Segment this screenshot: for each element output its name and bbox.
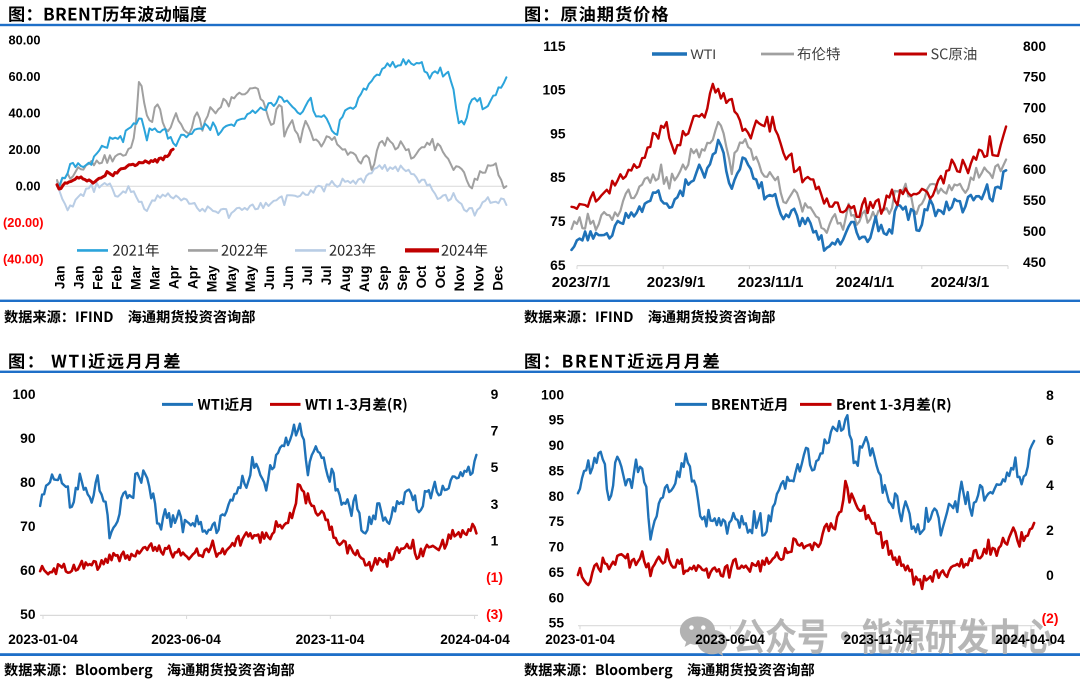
svg-text:2023/7/1: 2023/7/1 bbox=[552, 274, 610, 291]
svg-text:800: 800 bbox=[1023, 39, 1046, 54]
svg-text:65: 65 bbox=[550, 258, 566, 273]
svg-text:80: 80 bbox=[20, 475, 36, 490]
svg-text:2023/9/1: 2023/9/1 bbox=[647, 274, 705, 291]
svg-text:80.00: 80.00 bbox=[8, 32, 40, 47]
svg-text:4: 4 bbox=[1046, 478, 1054, 493]
svg-text:2023-06-04: 2023-06-04 bbox=[695, 632, 765, 647]
svg-text:2023-01-04: 2023-01-04 bbox=[545, 632, 615, 647]
svg-text:2024-04-04: 2024-04-04 bbox=[440, 632, 510, 647]
svg-text:Oct: Oct bbox=[414, 265, 429, 288]
svg-text:100: 100 bbox=[541, 387, 564, 402]
svg-text:Oct: Oct bbox=[433, 265, 448, 288]
svg-text:95: 95 bbox=[549, 413, 565, 428]
svg-text:60: 60 bbox=[20, 563, 36, 578]
svg-text:Jan: Jan bbox=[71, 266, 86, 290]
svg-text:(20.00): (20.00) bbox=[3, 215, 44, 230]
svg-text:750: 750 bbox=[1023, 70, 1046, 85]
svg-text:1: 1 bbox=[491, 533, 499, 548]
svg-text:Jun: Jun bbox=[262, 266, 277, 290]
svg-text:Aug: Aug bbox=[338, 266, 353, 293]
svg-text:Mar: Mar bbox=[148, 265, 163, 290]
svg-text:7: 7 bbox=[491, 424, 499, 439]
svg-text:60.00: 60.00 bbox=[8, 69, 40, 84]
svg-text:85: 85 bbox=[550, 170, 566, 185]
svg-text:100: 100 bbox=[12, 387, 35, 402]
svg-text:3: 3 bbox=[491, 497, 499, 512]
svg-text:0.00: 0.00 bbox=[16, 178, 41, 193]
svg-text:70: 70 bbox=[20, 519, 36, 534]
svg-text:9: 9 bbox=[491, 387, 499, 402]
svg-text:(1): (1) bbox=[486, 570, 503, 585]
svg-text:(3): (3) bbox=[486, 607, 503, 622]
svg-text:Jul: Jul bbox=[300, 266, 315, 286]
svg-text:8: 8 bbox=[1046, 388, 1054, 403]
svg-text:2024-04-04: 2024-04-04 bbox=[995, 632, 1065, 647]
svg-text:6: 6 bbox=[1046, 433, 1054, 448]
svg-text:20.00: 20.00 bbox=[8, 142, 40, 157]
svg-text:115: 115 bbox=[543, 39, 566, 54]
svg-text:2023-01-04: 2023-01-04 bbox=[8, 632, 78, 647]
svg-text:90: 90 bbox=[549, 438, 565, 453]
svg-text:0: 0 bbox=[1046, 568, 1054, 583]
svg-text:Nov: Nov bbox=[452, 265, 467, 291]
svg-text:40.00: 40.00 bbox=[8, 105, 40, 120]
svg-text:2: 2 bbox=[1046, 523, 1054, 538]
svg-text:450: 450 bbox=[1023, 255, 1046, 270]
svg-text:55: 55 bbox=[549, 616, 565, 631]
svg-text:2023-06-04: 2023-06-04 bbox=[151, 632, 221, 647]
svg-text:2024/3/1: 2024/3/1 bbox=[931, 274, 989, 291]
svg-text:Apr: Apr bbox=[186, 265, 201, 289]
svg-text:May: May bbox=[224, 265, 239, 292]
svg-text:600: 600 bbox=[1023, 162, 1046, 177]
svg-text:2023-11-04: 2023-11-04 bbox=[844, 632, 913, 647]
svg-text:95: 95 bbox=[550, 126, 566, 141]
svg-text:Sep: Sep bbox=[376, 266, 391, 291]
svg-text:Aug: Aug bbox=[357, 266, 372, 293]
svg-text:Sep: Sep bbox=[395, 266, 410, 291]
svg-text:(2): (2) bbox=[1042, 611, 1059, 626]
svg-text:Apr: Apr bbox=[167, 265, 182, 289]
svg-text:Mar: Mar bbox=[129, 265, 144, 290]
svg-text:2023-11-04: 2023-11-04 bbox=[296, 632, 365, 647]
svg-text:80: 80 bbox=[549, 489, 565, 504]
svg-text:85: 85 bbox=[549, 463, 565, 478]
svg-text:Nov: Nov bbox=[471, 265, 486, 291]
svg-text:2023/11/1: 2023/11/1 bbox=[738, 274, 804, 291]
svg-text:Feb: Feb bbox=[91, 266, 106, 290]
svg-text:75: 75 bbox=[549, 514, 565, 529]
svg-text:Jun: Jun bbox=[281, 266, 296, 290]
svg-text:50: 50 bbox=[20, 607, 36, 622]
svg-text:700: 700 bbox=[1023, 101, 1046, 116]
svg-text:(40.00): (40.00) bbox=[3, 251, 44, 266]
svg-text:Feb: Feb bbox=[110, 266, 125, 290]
svg-text:500: 500 bbox=[1023, 224, 1046, 239]
svg-text:Jan: Jan bbox=[52, 266, 67, 290]
svg-text:70: 70 bbox=[549, 540, 565, 555]
svg-text:May: May bbox=[205, 265, 220, 292]
svg-text:65: 65 bbox=[549, 565, 565, 580]
svg-text:90: 90 bbox=[20, 431, 36, 446]
svg-text:60: 60 bbox=[549, 590, 565, 605]
svg-text:650: 650 bbox=[1023, 131, 1046, 146]
svg-text:May: May bbox=[243, 265, 258, 292]
svg-text:75: 75 bbox=[550, 214, 566, 229]
svg-text:550: 550 bbox=[1023, 193, 1046, 208]
svg-text:105: 105 bbox=[542, 83, 565, 98]
svg-text:Jul: Jul bbox=[319, 266, 334, 286]
svg-text:5: 5 bbox=[491, 460, 499, 475]
svg-text:Dec: Dec bbox=[490, 265, 505, 290]
svg-text:WTI: WTI bbox=[691, 46, 717, 62]
svg-text:2024/1/1: 2024/1/1 bbox=[836, 274, 894, 291]
